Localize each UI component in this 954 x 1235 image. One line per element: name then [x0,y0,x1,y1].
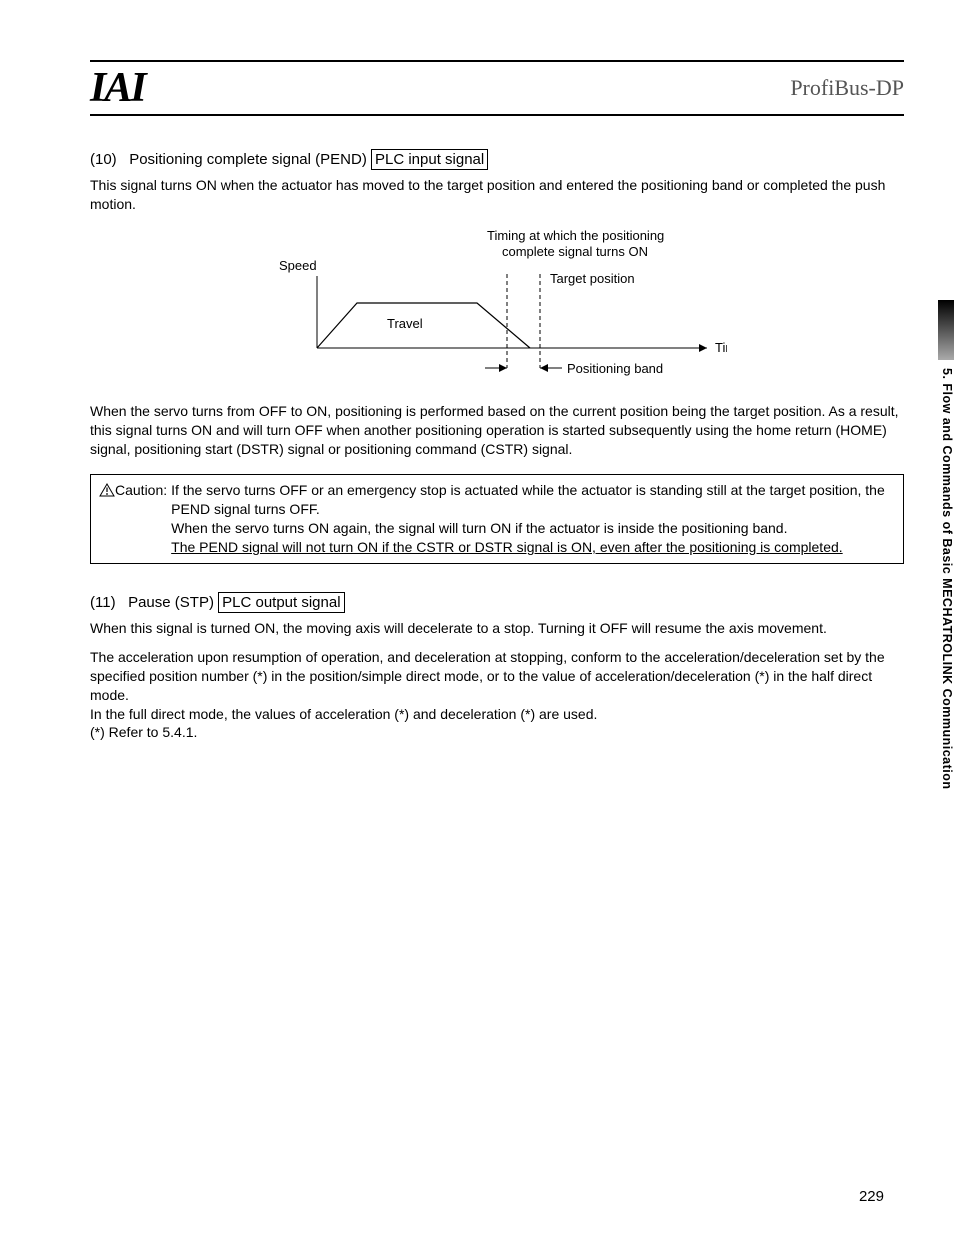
section-11-para2: The acceleration upon resumption of oper… [90,648,904,705]
side-tab: 5. Flow and Commands of Basic MECHATROLI… [916,300,954,830]
section-number: (11) [90,594,116,611]
caution-line2: When the servo turns ON again, the signa… [171,519,895,538]
section-11-title: (11) Pause (STP) PLC output signal [90,594,904,611]
diag-speed: Speed [279,258,317,273]
section-title-text: Positioning complete signal (PEND) [129,151,367,168]
side-tab-text: 5. Flow and Commands of Basic MECHATROLI… [938,368,954,790]
caution-box: Caution: If the servo turns OFF or an em… [90,474,904,564]
diag-timing1: Timing at which the positioning [487,228,664,243]
signal-type-box: PLC output signal [218,592,344,613]
page-number: 229 [859,1188,884,1205]
caution-word: Caution: [115,482,167,498]
page-header: IAI ProfiBus-DP [90,60,904,116]
side-tab-marker [938,300,954,360]
diag-posband: Positioning band [567,361,663,376]
section-number: (10) [90,151,117,168]
logo: IAI [90,64,153,112]
section-10-para2: When the servo turns from OFF to ON, pos… [90,402,904,459]
diag-time: Time [715,340,727,355]
caution-label: Caution: [99,481,167,557]
brand-name: ProfiBus-DP [782,75,904,101]
timing-diagram: Timing at which the positioning complete… [267,228,727,378]
diag-travel: Travel [387,316,423,331]
section-11-para4: (*) Refer to 5.4.1. [90,723,904,742]
diag-timing2: complete signal turns ON [502,244,648,259]
caution-line1: If the servo turns OFF or an emergency s… [171,481,895,519]
section-10-para1: This signal turns ON when the actuator h… [90,176,904,214]
section-title-text: Pause (STP) [128,594,214,611]
caution-line3: The PEND signal will not turn ON if the … [171,538,895,557]
section-11-para1: When this signal is turned ON, the movin… [90,619,904,638]
section-11-para3: In the full direct mode, the values of a… [90,705,904,724]
signal-type-box: PLC input signal [371,149,488,170]
section-10-title: (10) Positioning complete signal (PEND) … [90,151,904,168]
warning-icon [99,483,115,497]
diag-target: Target position [550,271,635,286]
